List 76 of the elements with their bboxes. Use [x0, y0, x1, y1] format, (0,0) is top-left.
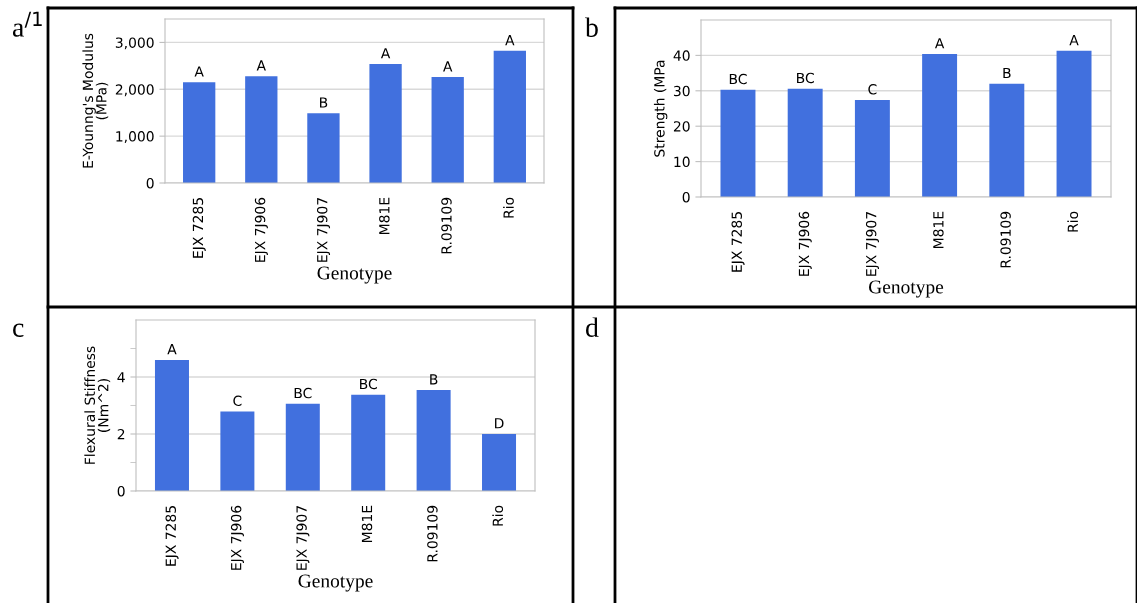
x-tick-label: EJX 7J907: [296, 506, 310, 570]
data-label: BC: [729, 73, 747, 85]
y-axis-title: Strength (MPa: [653, 60, 668, 157]
bar: [922, 53, 958, 197]
x-axis-title: Genotype: [869, 280, 944, 298]
y-tick-label: 3,000: [115, 37, 154, 50]
data-label: C: [233, 395, 242, 407]
bar: [369, 63, 402, 183]
data-label: BC: [797, 72, 814, 84]
y-tick-label: 2: [117, 428, 125, 440]
text: a$^{/1}$: [12, 11, 42, 37]
bar: [989, 83, 1025, 197]
data-label: A: [167, 344, 177, 355]
y-tick-label: 10: [674, 156, 690, 168]
data-label: A: [256, 60, 266, 71]
data-label: D: [495, 418, 504, 429]
x-tick-label: EJX 7285: [192, 198, 206, 258]
bar: [307, 113, 340, 183]
bar: [854, 100, 890, 197]
data-label: B: [1003, 67, 1011, 79]
y-tick-label: 4: [117, 372, 125, 383]
x-tick-label: Rio: [492, 505, 504, 526]
bar: [154, 359, 189, 491]
y-tick-label: 0: [682, 191, 690, 203]
bar: [285, 403, 320, 491]
x-tick-label: EJX 7J906: [230, 505, 244, 570]
y-axis-title: Flexural Stiffness (Nm^2): [84, 346, 111, 464]
data-label: A: [194, 66, 204, 77]
x-tick-label: R.09109: [441, 197, 452, 254]
bar: [245, 76, 278, 183]
y-tick-label: 30: [673, 85, 690, 97]
x-tick-label: EJX 7J906: [254, 197, 268, 262]
y-tick-label: 20: [673, 121, 690, 132]
data-label: A: [380, 48, 391, 59]
x-tick-label: R.09109: [1000, 211, 1011, 268]
data-label: C: [868, 84, 877, 95]
y-tick-label: 0: [117, 485, 125, 497]
data-label: A: [505, 35, 515, 46]
x-tick-label: EJX 7J907: [316, 198, 331, 262]
y-axis-title: E-Younng's Modulus (MPa): [82, 33, 109, 168]
bar: [183, 82, 216, 183]
data-label: A: [443, 61, 453, 72]
x-tick-label: EJX 7J907: [865, 212, 880, 276]
bar: [720, 89, 756, 197]
data-label: BC: [360, 378, 377, 390]
x-tick-label: EJX 7285: [165, 506, 179, 566]
data-label: BC: [294, 387, 312, 399]
x-tick-label: EJX 7285: [731, 212, 745, 272]
x-axis-title: Genotype: [317, 266, 392, 284]
x-tick-label: Rio: [503, 197, 514, 218]
bar: [1056, 50, 1092, 197]
bar: [482, 434, 517, 491]
bar: [787, 88, 823, 197]
text: c: [13, 323, 24, 337]
text: b: [585, 17, 598, 37]
bar: [431, 77, 464, 183]
x-tick-label: M81E: [361, 505, 373, 542]
bar: [416, 390, 451, 491]
data-label: A: [1069, 35, 1079, 46]
x-tick-label: R.09109: [427, 505, 438, 562]
x-axis-title: Genotype: [298, 574, 373, 592]
x-tick-label: M81E: [933, 211, 944, 248]
y-tick-label: 0: [146, 177, 154, 189]
data-label: A: [934, 38, 945, 49]
bar: [351, 394, 386, 491]
y-tick-label: 40: [673, 50, 690, 61]
y-tick-label: 1,000: [116, 131, 154, 144]
x-tick-label: EJX 7J906: [798, 211, 812, 276]
text: d: [586, 317, 599, 337]
x-tick-label: M81E: [379, 197, 390, 234]
bar: [220, 411, 255, 491]
y-tick-label: 2,000: [115, 84, 154, 97]
bar: [493, 50, 526, 183]
data-label: B: [320, 97, 328, 108]
data-label: B: [430, 374, 438, 385]
x-tick-label: Rio: [1067, 211, 1079, 232]
